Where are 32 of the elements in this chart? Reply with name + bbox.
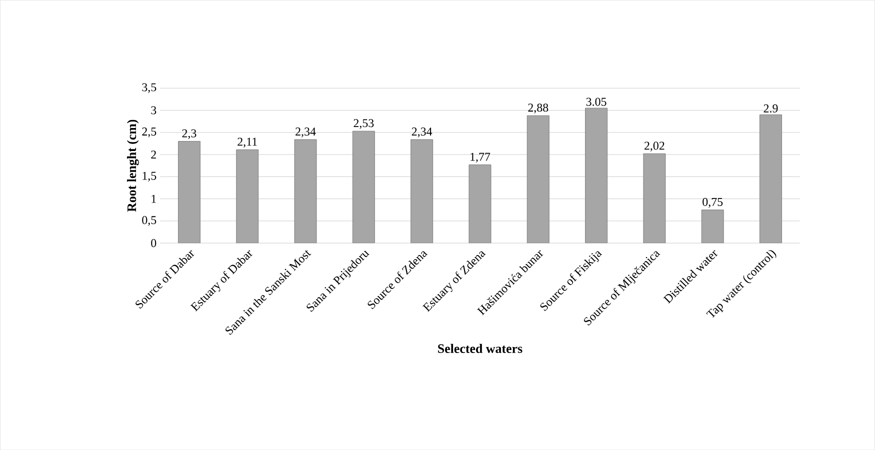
- data-label: 2,53: [354, 119, 374, 129]
- y-tick-label: 3,5: [142, 83, 156, 93]
- y-tick-label: 0,5: [142, 216, 156, 226]
- data-label: 2,3: [182, 129, 196, 139]
- bar: [294, 139, 317, 243]
- bar: [643, 153, 666, 243]
- bar: [410, 139, 434, 243]
- y-tick-label: 1: [152, 194, 156, 203]
- y-tick-label: 1,5: [142, 172, 156, 182]
- bar: [526, 115, 550, 243]
- bar: [178, 140, 200, 243]
- bar: [352, 130, 375, 243]
- y-tick-label: 0: [151, 238, 156, 248]
- data-label: 2,34: [296, 127, 316, 138]
- bar: [236, 149, 259, 243]
- data-label: 2.9: [764, 104, 778, 112]
- data-label: 2,34: [412, 127, 432, 138]
- bar: [760, 114, 782, 243]
- data-label: 2,11: [238, 138, 257, 148]
- y-axis-title: Root lenght (cm): [127, 120, 139, 212]
- data-label: 1,77: [470, 152, 490, 162]
- bar: [701, 210, 724, 243]
- data-label: 2,88: [528, 104, 548, 114]
- bar: [585, 108, 608, 243]
- data-label: 3.05: [586, 98, 606, 106]
- y-tick-label: 2,5: [142, 127, 156, 138]
- bar: [468, 164, 492, 243]
- y-tick-label: 2: [151, 150, 156, 158]
- x-axis-title: Selected waters: [438, 344, 522, 353]
- data-label: 0,75: [702, 198, 723, 208]
- data-label: 2,02: [644, 142, 664, 152]
- y-tick-label: 3: [151, 106, 156, 114]
